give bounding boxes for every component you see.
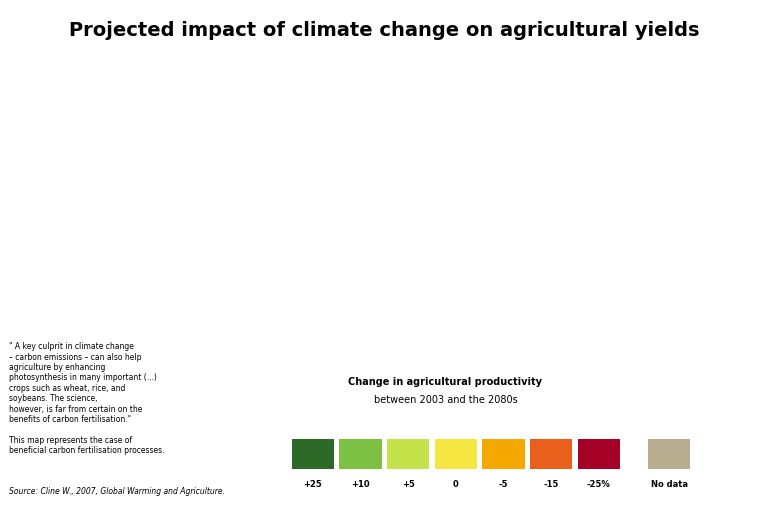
Text: +25: +25 <box>303 480 323 489</box>
Text: Projected impact of climate change on agricultural yields: Projected impact of climate change on ag… <box>69 22 699 40</box>
FancyBboxPatch shape <box>292 439 334 469</box>
Text: -25%: -25% <box>587 480 611 489</box>
Text: -5: -5 <box>498 480 508 489</box>
FancyBboxPatch shape <box>435 439 477 469</box>
Text: between 2003 and the 2080s: between 2003 and the 2080s <box>373 395 518 406</box>
Text: -15: -15 <box>543 480 559 489</box>
FancyBboxPatch shape <box>482 439 525 469</box>
Text: Source: Cline W., 2007, Global Warming and Agriculture.: Source: Cline W., 2007, Global Warming a… <box>9 487 225 496</box>
Text: +5: +5 <box>402 480 415 489</box>
FancyBboxPatch shape <box>530 439 572 469</box>
Text: " A key culprit in climate change
– carbon emissions – can also help
agriculture: " A key culprit in climate change – carb… <box>9 342 164 455</box>
FancyBboxPatch shape <box>387 439 429 469</box>
Text: No data: No data <box>650 480 688 489</box>
FancyBboxPatch shape <box>578 439 620 469</box>
Text: +10: +10 <box>351 480 370 489</box>
FancyBboxPatch shape <box>339 439 382 469</box>
FancyBboxPatch shape <box>648 439 690 469</box>
Text: 0: 0 <box>453 480 458 489</box>
Text: Change in agricultural productivity: Change in agricultural productivity <box>349 377 542 388</box>
